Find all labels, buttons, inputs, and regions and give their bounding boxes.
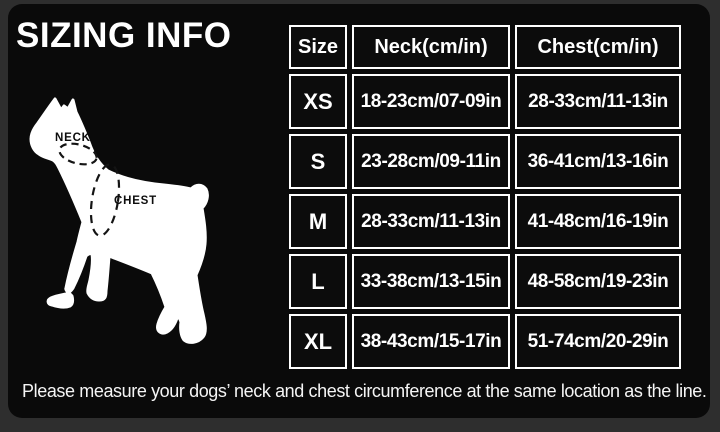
measurement-note: Please measure your dogs’ neck and chest… [22, 381, 707, 401]
table-header-row: Size Neck(cm/in) Chest(cm/in) [289, 25, 681, 69]
sizing-table: Size Neck(cm/in) Chest(cm/in) XS 18-23cm… [284, 20, 686, 374]
table-row-l: L 33-38cm/13-15in 48-58cm/19-23in [289, 254, 681, 309]
neck-value: 23-28cm/09-11in [352, 134, 510, 189]
chest-measure-line [89, 163, 121, 237]
neck-value: 38-43cm/15-17in [352, 314, 510, 369]
chest-label: CHEST [114, 195, 157, 207]
size-value: XL [289, 314, 347, 369]
chest-value: 51-74cm/20-29in [515, 314, 681, 369]
neck-label: NECK [55, 132, 91, 144]
neck-value: 28-33cm/11-13in [352, 194, 510, 249]
neck-measure-line [58, 142, 98, 166]
chest-value: 41-48cm/16-19in [515, 194, 681, 249]
size-value: M [289, 194, 347, 249]
size-value: L [289, 254, 347, 309]
table-row-m: M 28-33cm/11-13in 41-48cm/16-19in [289, 194, 681, 249]
neck-value: 33-38cm/13-15in [352, 254, 510, 309]
size-value: S [289, 134, 347, 189]
size-value: XS [289, 74, 347, 129]
header-chest: Chest(cm/in) [515, 25, 681, 69]
table-row-xs: XS 18-23cm/07-09in 28-33cm/11-13in [289, 74, 681, 129]
page-title: SIZING INFO [16, 16, 232, 55]
dog-measurement-diagram: NECK CHEST [10, 72, 280, 372]
chest-value: 36-41cm/13-16in [515, 134, 681, 189]
neck-value: 18-23cm/07-09in [352, 74, 510, 129]
table-row-xl: XL 38-43cm/15-17in 51-74cm/20-29in [289, 314, 681, 369]
dog-silhouette-icon: NECK CHEST [29, 97, 209, 344]
table-row-s: S 23-28cm/09-11in 36-41cm/13-16in [289, 134, 681, 189]
header-size: Size [289, 25, 347, 69]
dog-body-shape [29, 97, 209, 344]
header-neck: Neck(cm/in) [352, 25, 510, 69]
chest-value: 48-58cm/19-23in [515, 254, 681, 309]
chest-value: 28-33cm/11-13in [515, 74, 681, 129]
